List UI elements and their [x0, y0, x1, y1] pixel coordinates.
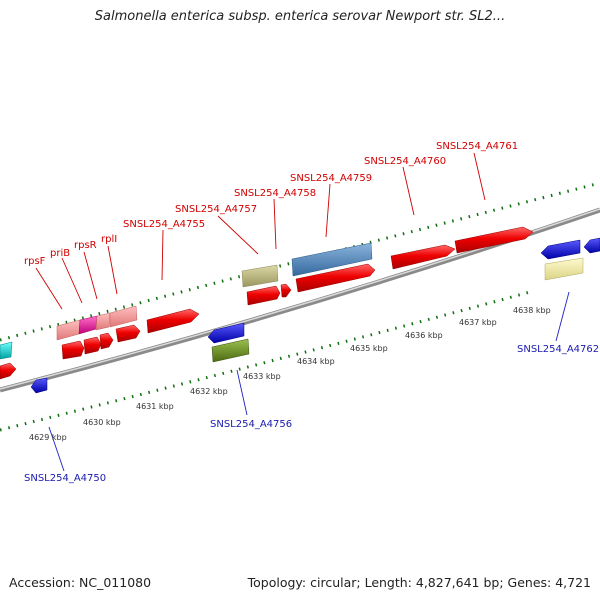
kbp-scale-labels: 4629 kbp 4630 kbp 4631 kbp 4632 kbp 4633… — [29, 306, 551, 442]
bottom-label-connectors — [48, 291, 570, 472]
kbp-4638: 4638 kbp — [513, 306, 551, 315]
label-rplI[interactable]: rplI — [101, 234, 117, 245]
gene-SNSL254_A4756[interactable] — [211, 338, 250, 363]
accession-text: Accession: NC_011080 — [9, 575, 152, 590]
gene-SNSL254_A4759-red[interactable] — [295, 263, 376, 293]
label-SNSL254_A4756[interactable]: SNSL254_A4756 — [210, 419, 292, 430]
topology-text: Topology: circular; Length: 4,827,641 bp… — [247, 575, 591, 590]
gene-SNSL254_A4762[interactable] — [544, 257, 584, 281]
label-SNSL254_A4762[interactable]: SNSL254_A4762 — [517, 344, 599, 355]
lower-ruler — [0, 290, 531, 432]
gene-SNSL254_A4762-blue[interactable] — [540, 237, 600, 260]
top-gene-labels: rpsF priB rpsR rplI SNSL254_A4755 SNSL25… — [24, 141, 518, 267]
kbp-4636: 4636 kbp — [405, 331, 443, 340]
kbp-4633: 4633 kbp — [243, 372, 281, 381]
gene-SNSL254_A4750[interactable] — [30, 377, 48, 394]
kbp-4630: 4630 kbp — [83, 418, 121, 427]
gene-SNSL254_A4758[interactable] — [246, 283, 292, 306]
top-label-connectors — [35, 152, 486, 310]
gene-row-red-left[interactable] — [61, 324, 141, 360]
gene-rpsF[interactable] — [56, 319, 81, 341]
label-SNSL254_A4755[interactable]: SNSL254_A4755 — [123, 219, 205, 230]
gene-SNSL254_A4756-blue[interactable] — [207, 322, 245, 344]
kbp-4632: 4632 kbp — [190, 387, 228, 396]
label-priB[interactable]: priB — [50, 248, 70, 259]
label-SNSL254_A4759[interactable]: SNSL254_A4759 — [290, 173, 372, 184]
gene-SNSL254_A4759[interactable] — [291, 242, 373, 277]
label-SNSL254_A4761[interactable]: SNSL254_A4761 — [436, 141, 518, 152]
label-SNSL254_A4760[interactable]: SNSL254_A4760 — [364, 156, 446, 167]
gene-rplI[interactable] — [109, 305, 138, 328]
gene-priB[interactable] — [78, 315, 98, 335]
kbp-4635: 4635 kbp — [350, 344, 388, 353]
label-SNSL254_A4757[interactable]: SNSL254_A4757 — [175, 204, 257, 215]
bottom-gene-labels: SNSL254_A4750 SNSL254_A4756 SNSL254_A476… — [24, 344, 599, 484]
gene-SNSL254_A4757[interactable] — [241, 264, 279, 288]
label-SNSL254_A4758[interactable]: SNSL254_A4758 — [234, 188, 316, 199]
gene-rpsR[interactable] — [95, 312, 111, 331]
gene-SNSL254_A4761[interactable] — [454, 226, 534, 254]
kbp-4634: 4634 kbp — [297, 357, 335, 366]
gene-red-far-left[interactable] — [0, 362, 17, 380]
gene-cyan-left[interactable] — [0, 341, 13, 360]
label-rpsF[interactable]: rpsF — [24, 256, 46, 267]
kbp-4629: 4629 kbp — [29, 433, 67, 442]
label-SNSL254_A4750[interactable]: SNSL254_A4750 — [24, 473, 106, 484]
kbp-4637: 4637 kbp — [459, 318, 497, 327]
kbp-4631: 4631 kbp — [136, 402, 174, 411]
label-rpsR[interactable]: rpsR — [74, 240, 97, 251]
gene-SNSL254_A4760[interactable] — [390, 244, 456, 270]
genome-title: Salmonella enterica subsp. enterica sero… — [94, 9, 506, 24]
gene-SNSL254_A4755[interactable] — [146, 308, 200, 334]
